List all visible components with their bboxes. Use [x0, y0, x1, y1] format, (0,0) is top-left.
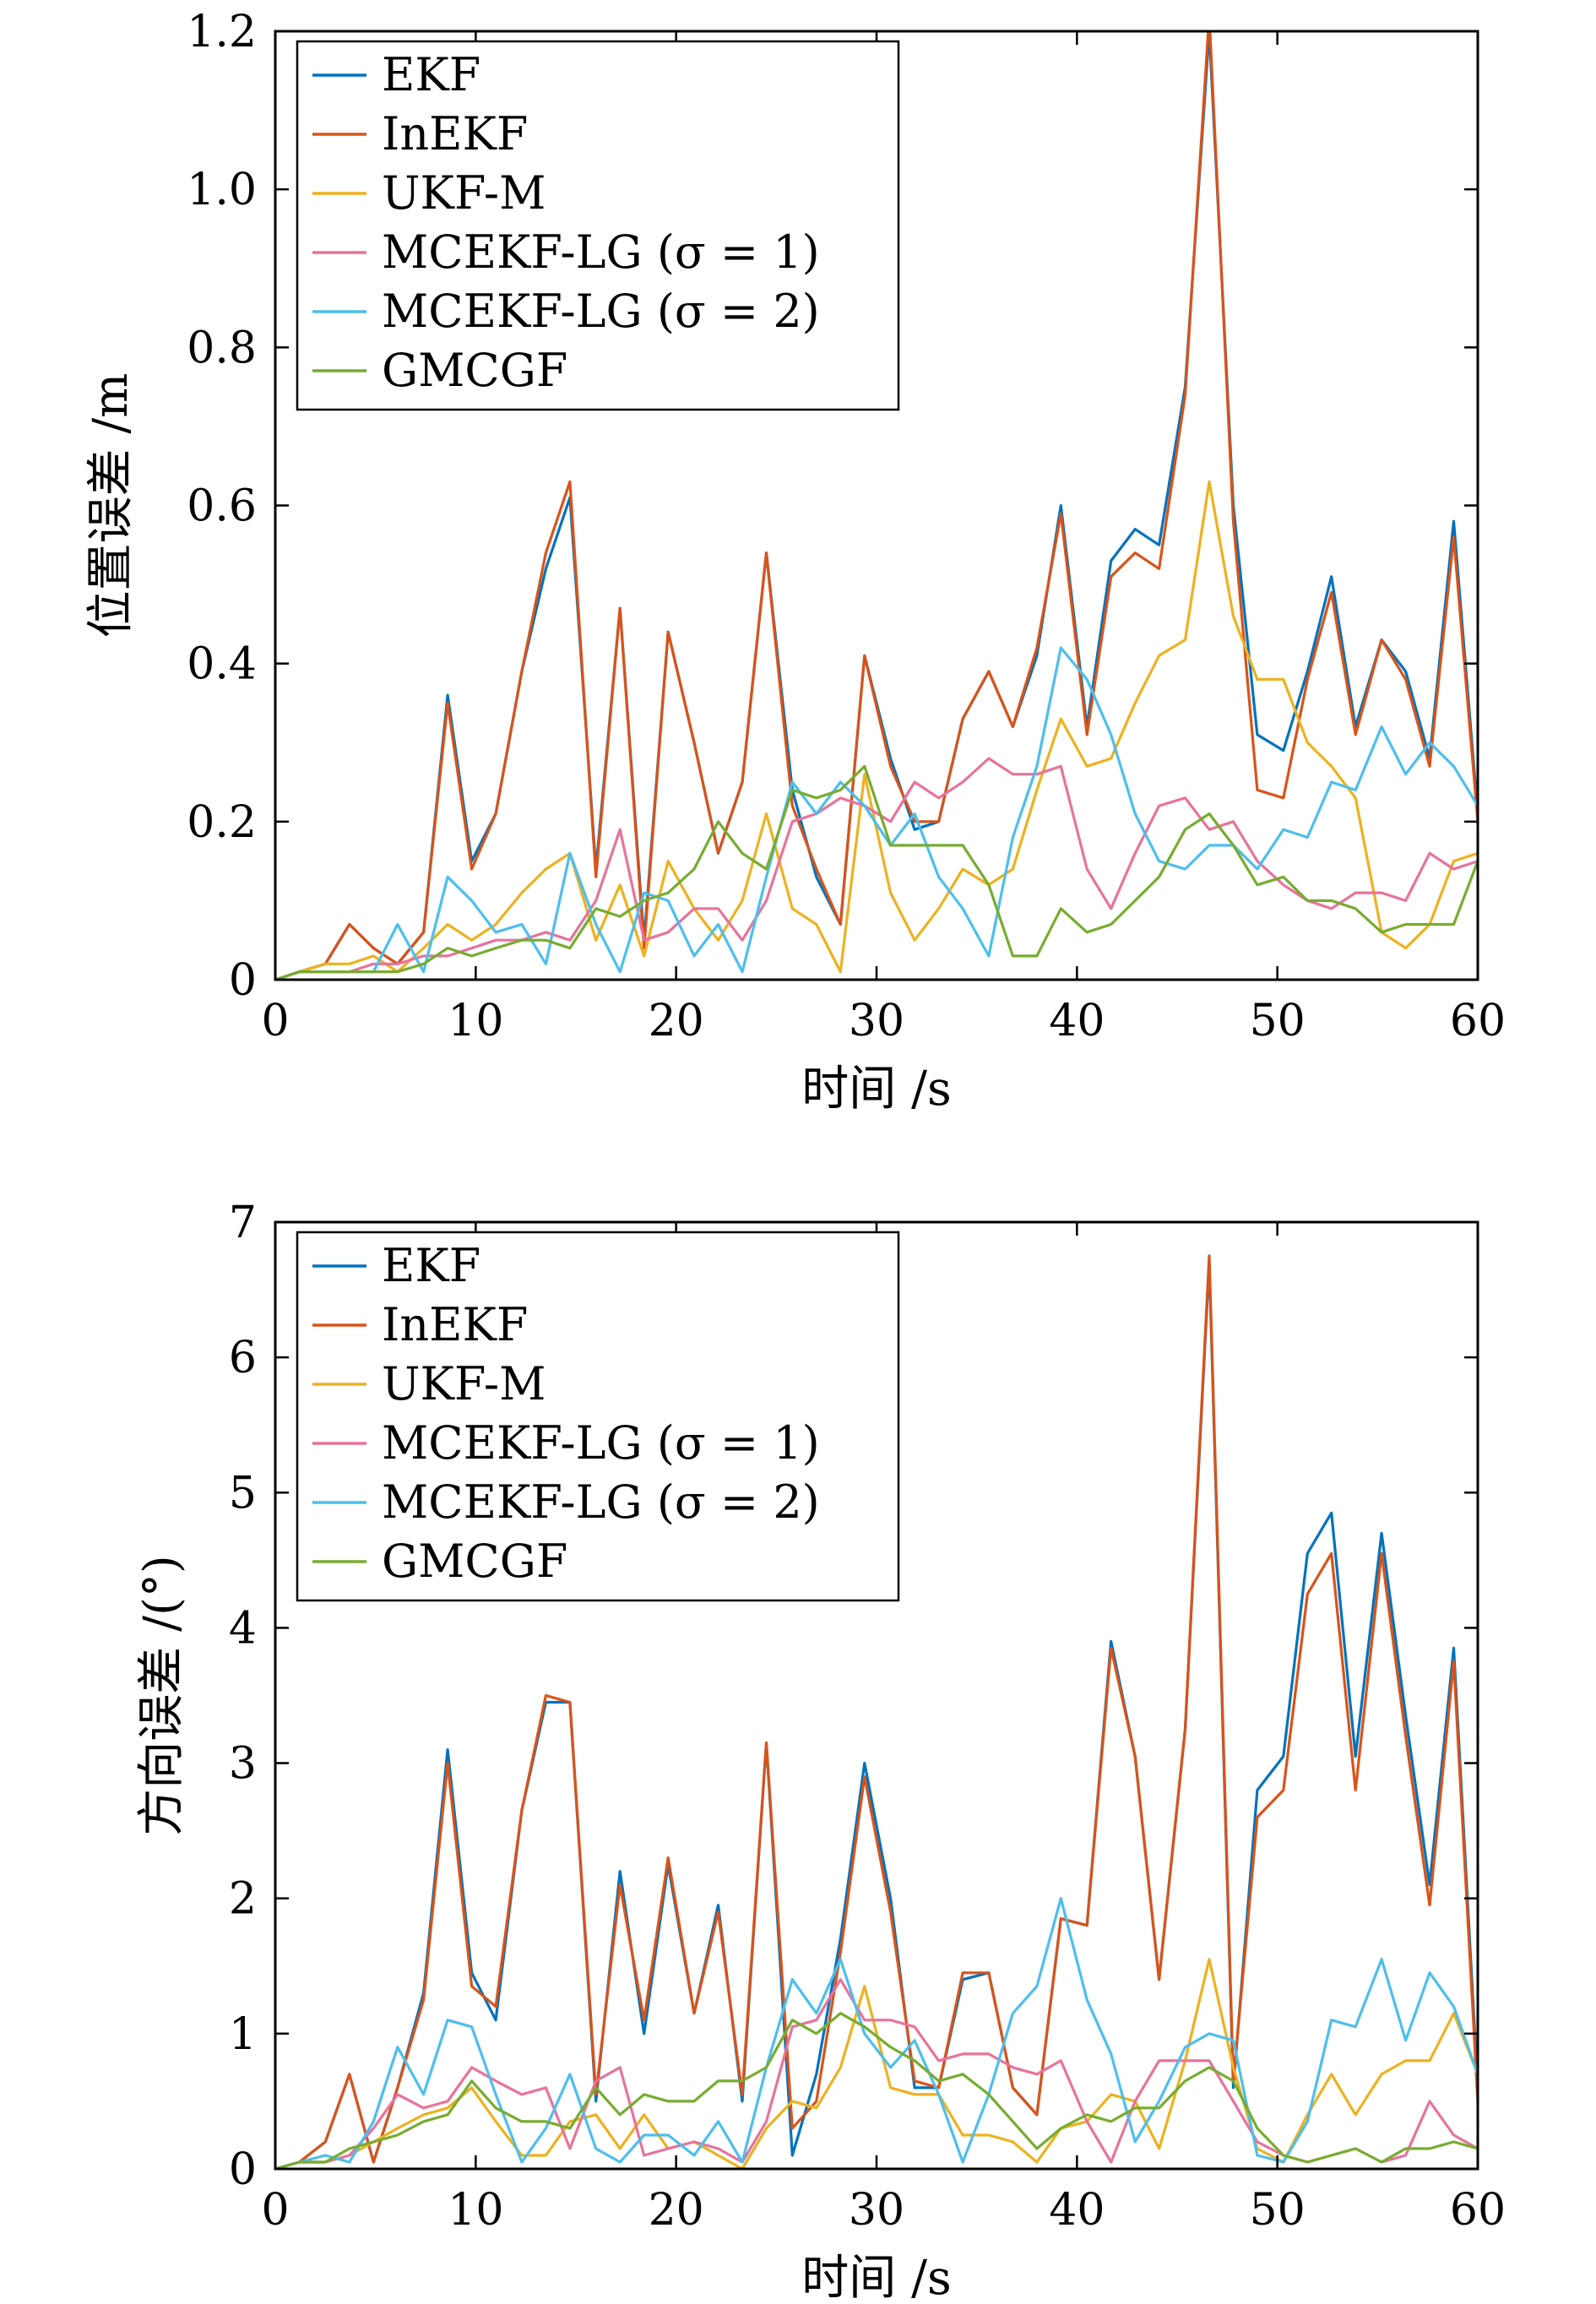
y-tick-label: 4: [229, 1603, 257, 1654]
series-line-gmcgf: [275, 764, 1478, 980]
x-tick-label: 10: [448, 2185, 503, 2236]
legend-label: InEKF: [382, 1298, 528, 1351]
series-group: [275, 1254, 1478, 2169]
y-axis-label: 位置误差 /m: [84, 373, 138, 638]
y-tick-label: 0.4: [187, 639, 257, 690]
legend-label: GMCGF: [382, 1535, 567, 1588]
x-tick-label: 50: [1250, 2185, 1306, 2236]
series-line-gmcgf: [275, 2012, 1478, 2169]
legend: EKF InEKF UKF-M MCEKF-LG (σ = 1)MCEKF-LG (σ…: [296, 1231, 900, 1602]
y-tick-label: 0: [229, 955, 257, 1006]
series-line-mcekf-lg-sigma2: [275, 646, 1478, 980]
series-group: [275, 31, 1478, 980]
legend-label: EKF: [382, 1239, 480, 1292]
legend-label: EKF: [382, 48, 480, 101]
x-tick-label: 0: [261, 996, 289, 1046]
y-tick-label: 1.2: [187, 7, 257, 57]
series-line-inekf: [275, 1254, 1478, 2169]
legend-label: UKF-M: [382, 1357, 546, 1410]
y-tick-label: 0: [229, 2144, 257, 2195]
x-tick-label: 40: [1049, 2185, 1105, 2236]
legend-label: MCEKF-LG (σ = 2): [382, 285, 820, 338]
y-tick-label: 0.6: [187, 481, 257, 532]
x-tick-label: 30: [849, 996, 904, 1046]
y-tick-label: 6: [229, 1333, 257, 1383]
legend-label: UKF-M: [382, 166, 546, 220]
series-line-mcekf-lg-sigma2: [275, 1897, 1478, 2169]
series-line-ekf: [275, 1261, 1478, 2169]
series-line-mcekf-lg-sigma1: [275, 757, 1478, 980]
legend-label: GMCGF: [382, 344, 567, 397]
y-tick-label: 1: [229, 2009, 257, 2060]
y-tick-label: 0.8: [187, 323, 257, 373]
x-tick-label: 0: [261, 2185, 289, 2236]
y-tick-label: 0.2: [187, 797, 257, 848]
series-line-inekf: [275, 31, 1478, 980]
y-tick-label: 5: [229, 1468, 257, 1519]
x-axis-label: 时间 /s: [801, 2251, 951, 2304]
y-tick-label: 3: [229, 1739, 257, 1790]
series-line-ukf-m: [275, 480, 1478, 980]
x-tick-label: 40: [1049, 996, 1105, 1046]
legend-label: InEKF: [382, 107, 528, 160]
x-axis-label: 时间 /s: [801, 1062, 951, 1117]
x-tick-label: 50: [1250, 996, 1306, 1046]
legend-label: MCEKF-LG (σ = 2): [382, 1475, 820, 1529]
y-tick-label: 1.0: [187, 165, 257, 215]
x-tick-label: 20: [649, 2185, 704, 2236]
y-tick-label: 2: [229, 1874, 257, 1925]
y-tick-label: 7: [229, 1198, 257, 1248]
legend-label: MCEKF-LG (σ = 1): [382, 1416, 820, 1470]
legend-box: [296, 1231, 900, 1602]
legend-label: MCEKF-LG (σ = 1): [382, 226, 820, 279]
x-tick-label: 10: [448, 996, 503, 1046]
x-tick-label: 60: [1450, 996, 1506, 1046]
legend: EKF InEKF UKF-M MCEKF-LG (σ = 1) MCEKF-LG (σ…: [296, 40, 900, 411]
series-line-mcekf-lg-sigma1: [275, 1978, 1478, 2169]
x-tick-label: 20: [649, 996, 704, 1046]
y-axis-label: 方向误差 /(°): [134, 1555, 189, 1835]
x-tick-label: 60: [1450, 2185, 1506, 2236]
legend-box: [296, 40, 900, 411]
position-error-chart: 0 10 20 30 40 50 60 0 0.2 0.4 0.6 0.8 1.0 1.2 时间 /s 位置误…: [84, 7, 1506, 1117]
orientation-error-chart: 0 10 20 30 40 50 60 0 1 2 3 4 5 6 7 时间 /s 方向误差 /(°) EKF In…: [134, 1198, 1506, 2304]
x-tick-label: 30: [849, 2185, 904, 2236]
